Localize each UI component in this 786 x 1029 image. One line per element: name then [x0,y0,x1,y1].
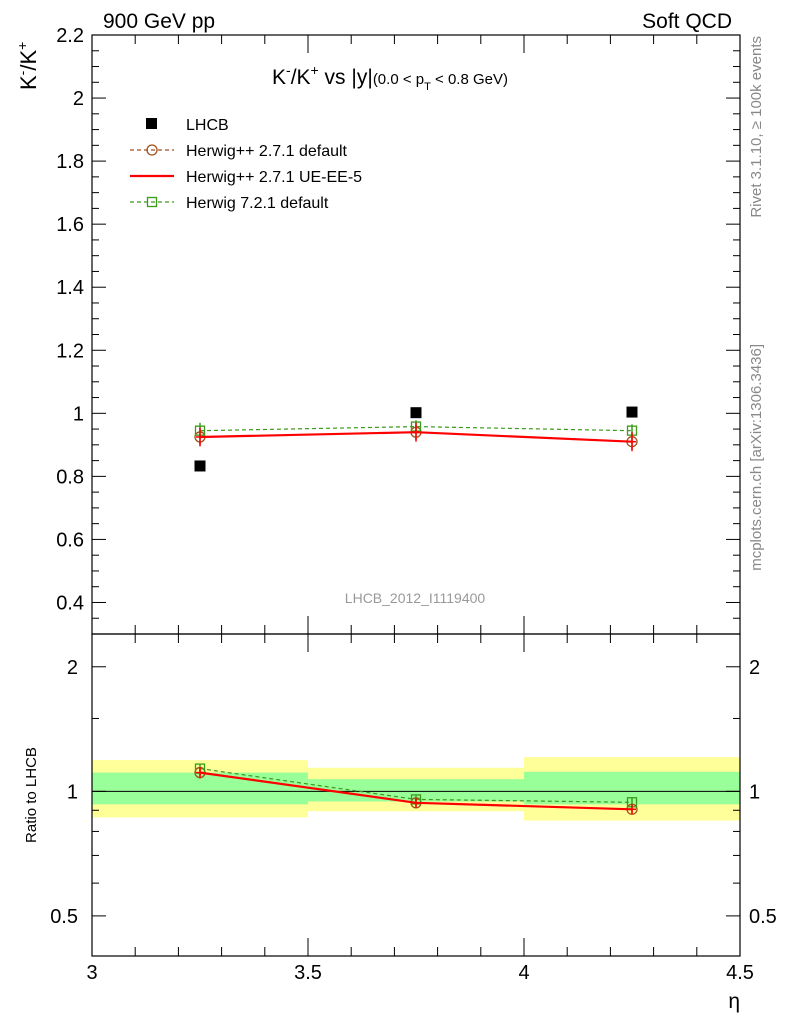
ratio-ytick-label-right: 1 [749,781,760,803]
main-ytick-label: 1 [73,403,84,425]
main-ylabel-k2: /K [16,50,41,71]
main-ytick-label: 2.2 [56,25,84,47]
header-left-label: 900 GeV pp [103,10,215,33]
legend: LHCB Herwig++ 2.7.1 default Herwig++ 2.7.1… [130,117,362,212]
main-title-cut-close: < 0.8 GeV) [431,71,508,88]
legend-marker-data [146,118,157,129]
main-series-0-data-point [410,407,422,419]
legend-label: Herwig 7.2.1 default [186,195,329,212]
ratio-ytick-label-left: 1 [67,781,78,803]
legend-label: LHCB [186,117,229,134]
main-series-0-data-point [194,460,206,472]
xlabel: η [728,990,740,1013]
analysis-label: LHCB_2012_I1119400 [345,590,486,606]
main-title: K-/K+ vs |y|(0.0 < pT < 0.8 GeV) [272,62,508,93]
main-ylabel: K-/K+ [14,42,41,90]
main-series-3-line [199,425,633,432]
main-title-cut-sub: T [424,81,431,93]
ratio-bands [92,757,740,821]
ratio-xtick-label: 4 [518,962,529,984]
header-right-label: Soft QCD [642,10,732,33]
main-title-k: K [272,66,286,89]
main-ytick-label: 1.4 [56,277,84,299]
ratio-frame [91,633,741,957]
main-title-slash: /K [291,66,311,89]
ratio-ytick-label-left: 0.5 [50,906,78,928]
legend-item-1: Herwig++ 2.7.1 default [130,143,348,160]
ratio-axes: 3 3.5 4 4.5 0.5 0.5 1 1 2 2 [50,633,777,984]
legend-label: Herwig++ 2.7.1 default [186,143,348,160]
ratio-xtick-label: 4.5 [726,962,754,984]
main-ylabel-sup2: + [14,42,30,50]
ratio-xtick-label: 3.5 [294,962,322,984]
main-series [194,406,638,472]
legend-square-marker [146,196,158,208]
ratio-ytick-label-right: 2 [749,657,760,679]
rivet-side-label: Rivet 3.1.10, ≥ 100k events [748,36,765,218]
main-title-mid: vs |y| [319,66,373,89]
ratio-ylabel: Ratio to LHCB [23,747,40,843]
main-ytick-label: 1.2 [56,340,84,362]
main-title-cut-open: (0.0 < p [373,71,424,88]
ratio-series [194,763,638,815]
main-ylabel-sup1: - [14,70,30,75]
ratio-ytick-label-right: 0.5 [749,906,777,928]
main-series-2-solid [196,422,636,452]
legend-circle-marker [146,144,158,156]
main-ytick-label: 1.8 [56,151,84,173]
main-title-plus: + [311,62,319,78]
main-series-0-data [194,406,638,472]
main-series-0-data-point [626,406,638,418]
ratio-ytick-label-left: 2 [67,657,78,679]
main-ytick-label: 0.8 [56,466,84,488]
legend-item-3: Herwig 7.2.1 default [130,195,329,212]
ratio-series-1-solid [196,766,636,815]
legend-item-0: LHCB [146,117,229,134]
main-ytick-label: 0.6 [56,529,84,551]
main-axes: 0.4 0.6 0.8 1 1.2 1.4 1.6 1.8 2 2.2 [56,25,741,635]
main-ytick-label: 2 [73,88,84,110]
legend-item-2: Herwig++ 2.7.1 UE-EE-5 [130,169,362,186]
ratio-xtick-label: 3 [86,962,97,984]
legend-label: Herwig++ 2.7.1 UE-EE-5 [186,169,362,186]
source-side-label: mcplots.cern.ch [arXiv:1306.3436] [748,344,765,571]
main-ytick-label: 1.6 [56,214,84,236]
main-ytick-label: 0.4 [56,592,84,614]
main-title-minus: - [286,62,291,78]
main-ylabel-k1: K [16,75,41,90]
